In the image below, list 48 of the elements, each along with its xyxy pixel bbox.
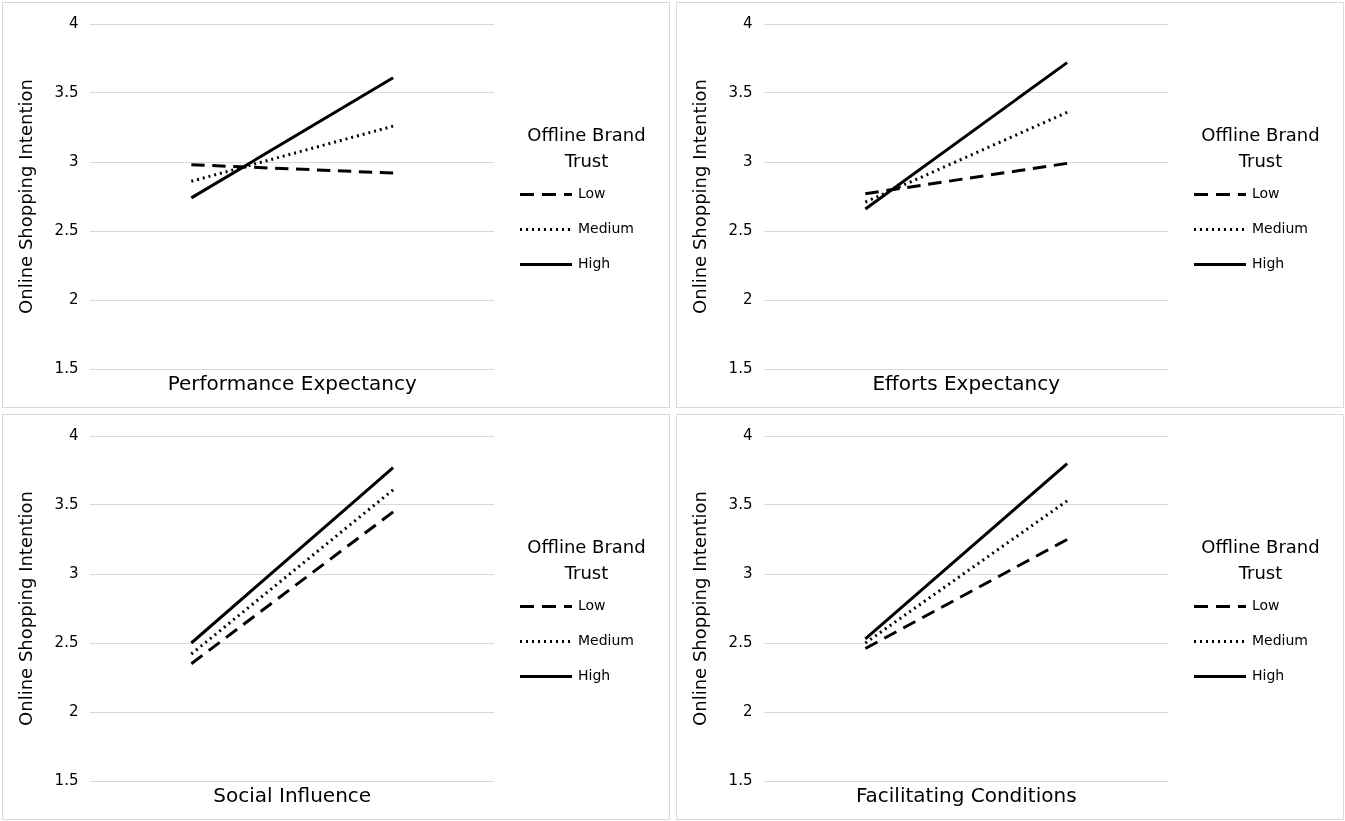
y-tick-label: 3.5 [54,82,79,101]
legend-label: Low [1252,185,1280,202]
y-tick-label: 2 [68,701,79,720]
y-axis-title: Online Shopping Intention [15,79,37,314]
y-tick-label: 3.5 [54,494,79,513]
y-tick-label: 3 [742,563,753,582]
legend-label: Low [578,597,606,614]
y-axis-title: Online Shopping Intention [689,79,711,314]
y-tick-label: 3.5 [728,82,753,101]
legend-label: High [1252,255,1285,272]
y-tick-label: 2.5 [728,220,753,239]
y-tick-label: 1.5 [54,770,79,789]
legend-title: Offline Brand Trust [1201,536,1320,584]
y-tick-label: 3 [68,151,79,170]
y-tick-label: 3 [742,151,753,170]
legend-title: Offline Brand Trust [1201,124,1320,172]
y-tick-label: 4 [742,425,753,444]
legend-title: Offline Brand Trust [527,124,646,172]
y-tick-label: 4 [68,425,79,444]
legend-label: High [1252,667,1285,684]
legend-label: Medium [578,632,634,649]
y-tick-label: 3.5 [728,494,753,513]
legend-label: Medium [578,220,634,237]
x-axis-title: Performance Expectancy [167,371,417,396]
y-axis-title: Online Shopping Intention [15,491,37,726]
legend-label: High [578,255,611,272]
y-tick-label: 1.5 [54,358,79,377]
x-axis-title: Facilitating Conditions [855,783,1077,808]
x-axis-title: Social Influence [213,783,372,808]
legend-label: Low [578,185,606,202]
y-tick-label: 2.5 [54,220,79,239]
y-tick-label: 3 [68,563,79,582]
y-axis-title: Online Shopping Intention [689,491,711,726]
y-tick-label: 2 [742,701,753,720]
y-tick-label: 4 [68,13,79,32]
legend-label: Medium [1252,632,1308,649]
legend-label: Medium [1252,220,1308,237]
legend-label: High [578,667,611,684]
y-tick-label: 2.5 [54,632,79,651]
legend-title: Offline Brand Trust [527,536,646,584]
y-tick-label: 1.5 [728,358,753,377]
x-axis-title: Efforts Expectancy [872,371,1061,396]
y-tick-label: 2 [742,289,753,308]
y-tick-label: 4 [742,13,753,32]
y-tick-label: 2 [68,289,79,308]
y-tick-label: 2.5 [728,632,753,651]
legend-label: Low [1252,597,1280,614]
y-tick-label: 1.5 [728,770,753,789]
